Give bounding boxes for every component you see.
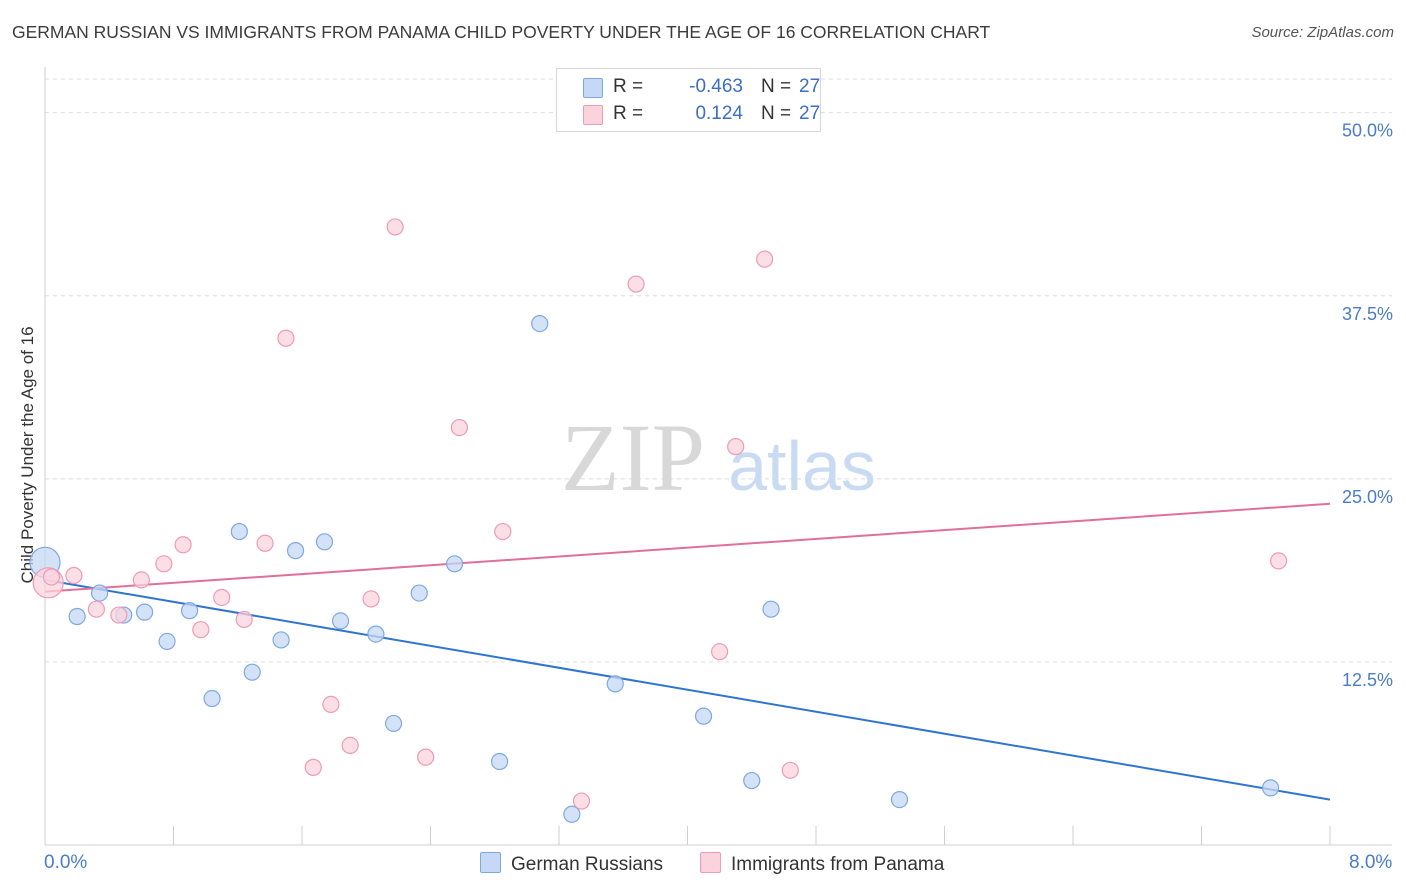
- x-tick-label-max: 8.0%: [1349, 852, 1393, 873]
- point-immigrants-panama: [450, 418, 469, 437]
- point-german-russians: [410, 584, 428, 602]
- point-immigrants-panama: [755, 250, 774, 268]
- y-tick-label: 50.0%: [1342, 121, 1393, 141]
- y-tick-labels: 12.5% 25.0% 37.5% 50.0%: [1342, 121, 1393, 690]
- source-label: Source: ZipAtlas.com: [1251, 24, 1394, 41]
- series-legend-label: Immigrants from Panama: [731, 854, 945, 875]
- point-german-russians: [272, 631, 290, 649]
- series-legend-swatch-blue: [480, 852, 501, 873]
- point-immigrants-panama: [711, 643, 729, 661]
- series-legend-swatch-pink: [700, 852, 721, 873]
- point-german-russians: [230, 522, 248, 541]
- point-immigrants-panama: [65, 566, 83, 585]
- point-immigrants-panama: [42, 568, 61, 586]
- series-legend-label: German Russians: [511, 854, 664, 875]
- point-immigrants-panama: [235, 610, 253, 629]
- point-german-russians: [762, 600, 780, 618]
- legend-r-label: R =: [613, 76, 644, 97]
- series-legend-immigrants-panama: Immigrants from Panama: [700, 852, 944, 876]
- point-immigrants-panama: [727, 438, 745, 456]
- legend-n-value: 27: [799, 76, 821, 97]
- point-immigrants-panama: [277, 329, 295, 347]
- point-german-russians: [180, 602, 199, 620]
- legend-r-value: -0.463: [689, 76, 743, 97]
- point-immigrants-panama: [110, 606, 128, 624]
- point-german-russians: [135, 603, 154, 621]
- legend-n-label: N =: [761, 76, 792, 97]
- x-tick-label-min: 0.0%: [44, 852, 88, 873]
- point-immigrants-panama: [304, 758, 322, 776]
- y-tick-label: 25.0%: [1342, 487, 1393, 507]
- legend-n-value: 27: [799, 103, 821, 124]
- point-german-russians: [68, 607, 86, 626]
- correlation-legend: R = -0.463 N = 27 R = 0.124 N = 27: [556, 68, 821, 132]
- watermark-atlas: atlas: [728, 427, 876, 505]
- legend-r-value: 0.124: [695, 103, 743, 124]
- trendlines: [44, 502, 1331, 801]
- point-immigrants-panama: [417, 748, 435, 766]
- y-tick-label: 12.5%: [1342, 670, 1393, 690]
- point-immigrants-panama: [174, 536, 192, 554]
- point-german-russians: [890, 790, 909, 809]
- point-immigrants-panama: [572, 792, 591, 810]
- point-german-russians: [531, 314, 549, 333]
- point-german-russians: [563, 805, 581, 823]
- point-immigrants-panama: [213, 588, 231, 607]
- legend-swatch-blue: [583, 78, 603, 98]
- point-immigrants-panama: [132, 571, 150, 589]
- point-immigrants-panama: [494, 522, 512, 541]
- point-german-russians: [158, 632, 176, 651]
- point-german-russians: [367, 625, 385, 643]
- point-immigrants-panama: [322, 695, 340, 713]
- point-german-russians: [1261, 779, 1280, 797]
- point-immigrants-panama: [1269, 552, 1288, 570]
- axes: [44, 67, 1392, 846]
- legend-swatch-pink: [583, 105, 603, 125]
- legend-r-label: R =: [613, 103, 644, 124]
- point-immigrants-panama: [781, 761, 799, 779]
- point-immigrants-panama: [192, 621, 210, 639]
- series-legend-german-russians: German Russians: [480, 852, 663, 876]
- trendline-immigrants-panama: [44, 502, 1331, 593]
- watermark: ZIP atlas: [561, 404, 876, 511]
- chart-title: GERMAN RUSSIAN VS IMMIGRANTS FROM PANAMA…: [12, 22, 991, 42]
- point-german-russians: [91, 584, 109, 602]
- point-german-russians: [315, 533, 334, 551]
- trendline-german-russians: [44, 578, 1331, 801]
- point-german-russians: [203, 689, 221, 708]
- data-points: [29, 218, 1288, 823]
- gridlines: [45, 78, 1392, 663]
- point-german-russians: [606, 675, 624, 693]
- point-immigrants-panama: [386, 218, 404, 236]
- point-immigrants-panama: [627, 275, 645, 293]
- point-german-russians: [490, 752, 509, 771]
- point-german-russians: [445, 555, 464, 573]
- point-german-russians: [743, 771, 761, 790]
- point-german-russians: [243, 663, 261, 681]
- point-german-russians: [331, 612, 350, 630]
- watermark-zip: ZIP: [561, 404, 705, 511]
- legend-n-label: N =: [761, 103, 792, 124]
- point-immigrants-panama: [87, 600, 106, 618]
- point-immigrants-panama: [155, 555, 173, 573]
- point-immigrants-panama: [341, 736, 359, 755]
- point-german-russians: [694, 707, 713, 725]
- y-tick-label: 37.5%: [1342, 304, 1393, 324]
- point-immigrants-panama: [362, 590, 380, 608]
- point-german-russians: [286, 542, 305, 560]
- point-immigrants-panama: [256, 534, 274, 552]
- point-german-russians: [384, 714, 403, 733]
